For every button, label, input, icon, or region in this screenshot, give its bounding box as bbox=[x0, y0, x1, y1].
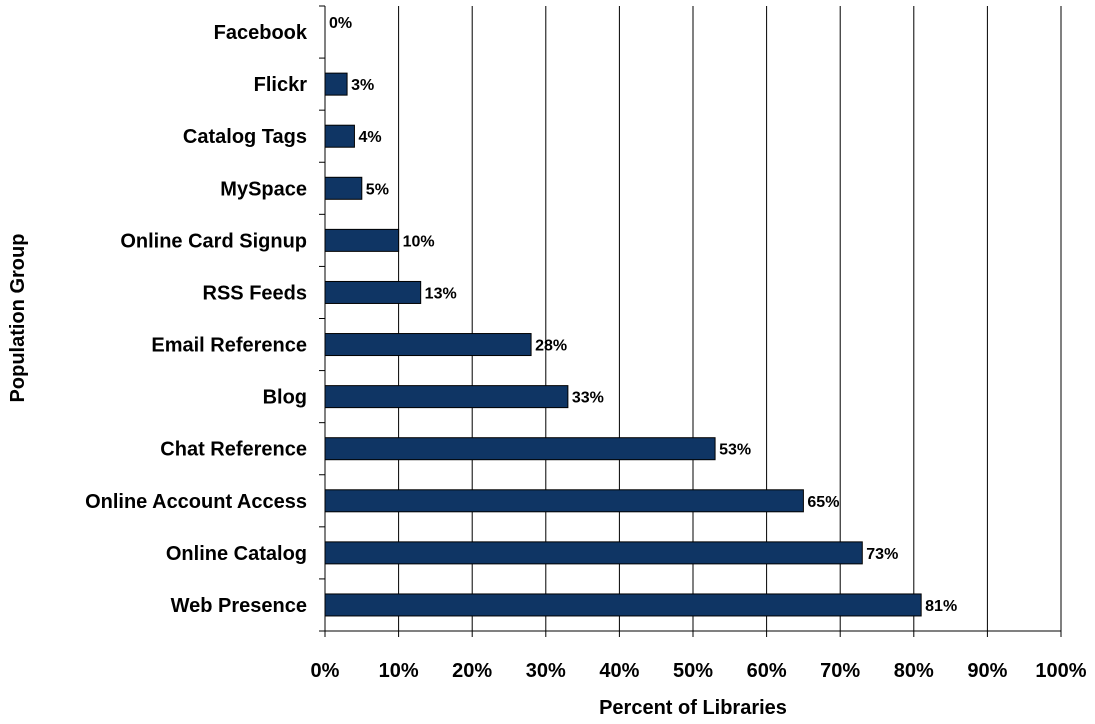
bar bbox=[324, 541, 863, 565]
x-tick-label: 30% bbox=[526, 660, 566, 682]
category-label: Email Reference bbox=[151, 335, 307, 357]
data-label: 10% bbox=[403, 233, 435, 250]
y-axis-title: Population Group bbox=[7, 234, 29, 403]
x-tick-label: 100% bbox=[1035, 660, 1086, 682]
x-tick-label: 50% bbox=[673, 660, 713, 682]
bar bbox=[324, 228, 400, 252]
data-label: 13% bbox=[425, 285, 457, 302]
data-label: 53% bbox=[719, 442, 751, 459]
x-tick-label: 60% bbox=[747, 660, 787, 682]
bars bbox=[324, 72, 922, 617]
data-label: 3% bbox=[351, 77, 374, 94]
bar bbox=[324, 593, 922, 617]
data-label: 33% bbox=[572, 390, 604, 407]
x-tick-label: 10% bbox=[379, 660, 419, 682]
category-label: RSS Feeds bbox=[203, 282, 307, 304]
x-tick-label: 0% bbox=[311, 660, 340, 682]
category-label: Online Card Signup bbox=[120, 230, 307, 252]
data-label: 5% bbox=[366, 181, 389, 198]
data-label: 73% bbox=[866, 546, 898, 563]
bar bbox=[324, 333, 532, 357]
x-tick-label: 70% bbox=[820, 660, 860, 682]
data-label: 28% bbox=[535, 338, 567, 355]
grid-lines bbox=[398, 6, 1062, 631]
bar bbox=[324, 124, 355, 148]
category-label: Web Presence bbox=[171, 595, 307, 617]
bar bbox=[324, 437, 716, 461]
category-label: Online Account Access bbox=[85, 491, 307, 513]
axes bbox=[319, 5, 1062, 637]
bar bbox=[324, 385, 569, 409]
category-label: Blog bbox=[263, 387, 307, 409]
category-label: Online Catalog bbox=[166, 543, 307, 565]
x-tick-label: 90% bbox=[967, 660, 1007, 682]
x-tick-label: 80% bbox=[894, 660, 934, 682]
data-label: 81% bbox=[925, 598, 957, 615]
data-label: 4% bbox=[358, 129, 381, 146]
category-label: Chat Reference bbox=[160, 439, 307, 461]
x-tick-label: 20% bbox=[452, 660, 492, 682]
category-label: Facebook bbox=[214, 22, 308, 44]
category-label: Flickr bbox=[254, 74, 308, 96]
category-label: MySpace bbox=[220, 178, 307, 200]
x-tick-label: 40% bbox=[599, 660, 639, 682]
x-axis-title: Percent of Libraries bbox=[599, 697, 787, 719]
labels: 0% 10% 20% 30% 40% 50% 60% 70% 80% 90% 100% Faceboo… bbox=[85, 15, 1087, 682]
bar bbox=[324, 72, 348, 96]
bar bbox=[324, 280, 422, 304]
bar bbox=[324, 176, 363, 200]
bar bbox=[324, 489, 804, 513]
data-label: 0% bbox=[329, 15, 352, 32]
category-label: Catalog Tags bbox=[183, 126, 307, 148]
data-label: 65% bbox=[807, 494, 839, 511]
